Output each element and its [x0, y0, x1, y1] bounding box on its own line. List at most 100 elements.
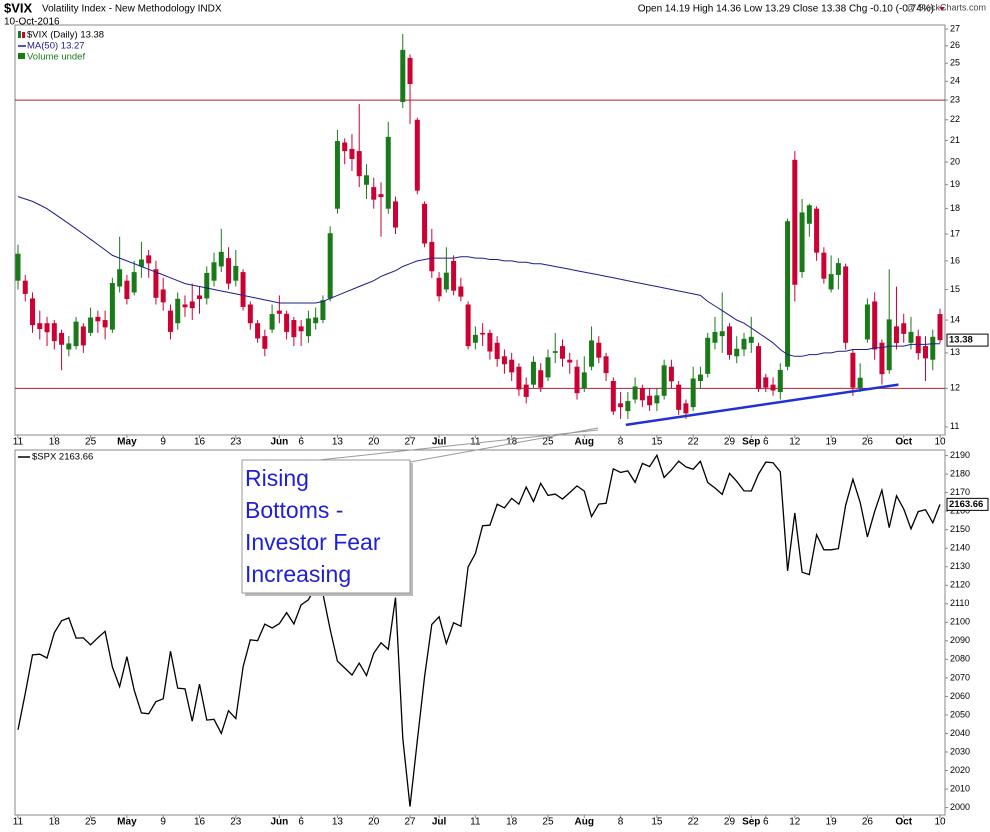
x-tick-label: Oct	[895, 817, 912, 828]
candle-body	[102, 320, 108, 328]
candle-body	[705, 337, 711, 374]
y-tick-label: 21	[950, 135, 960, 145]
last-value: 2163.66	[946, 497, 989, 511]
candle-body	[182, 304, 188, 308]
x-tick-label: Aug	[575, 437, 594, 448]
candle-body	[138, 259, 144, 267]
x-tick-label: 22	[688, 817, 700, 828]
y-tick-label: 2080	[950, 654, 970, 664]
x-tick-label: Jul	[432, 437, 447, 448]
callout-text: Rising	[245, 465, 309, 491]
x-tick-label: May	[117, 437, 137, 448]
candle-body	[545, 357, 551, 378]
x-tick-label: 20	[368, 437, 380, 448]
candle-body	[88, 317, 94, 333]
candle-body	[175, 298, 181, 324]
x-tick-label: 18	[49, 437, 61, 448]
candle-body	[494, 342, 500, 360]
x-tick-label: 16	[194, 437, 206, 448]
candle-body	[734, 348, 740, 357]
y-tick-label: 22	[950, 114, 960, 124]
candle-body	[850, 352, 856, 388]
candle-body	[552, 351, 558, 353]
candle-body	[777, 369, 783, 393]
candle-body	[451, 260, 457, 291]
trend-line	[625, 383, 899, 427]
candle-body	[908, 331, 914, 343]
legend-label: $VIX (Daily) 13.38	[27, 30, 104, 41]
source: @ StockCharts.com	[906, 2, 986, 12]
candle-body	[843, 266, 849, 343]
candle-body	[73, 321, 79, 347]
chart-title: $VIX	[4, 0, 33, 15]
candle-body	[690, 378, 696, 408]
candle-body	[436, 277, 442, 297]
x-tick-label: Aug	[575, 817, 594, 828]
candle-body	[770, 384, 776, 391]
y-tick-label: 2000	[950, 802, 970, 812]
y-tick-label: 2100	[950, 617, 970, 627]
candle-body	[218, 251, 224, 267]
candle-body	[639, 388, 645, 401]
y-tick-label: 25	[950, 58, 960, 68]
pointer	[299, 429, 599, 463]
candle-body	[255, 323, 261, 339]
candle-body	[327, 233, 333, 299]
x-tick-label: 6	[763, 437, 769, 448]
candle-body	[741, 338, 747, 350]
x-tick-label: 26	[862, 437, 874, 448]
x-tick-label: 6	[298, 817, 304, 828]
candle-body	[610, 381, 616, 412]
candle-body	[429, 241, 435, 272]
candle-body	[574, 366, 580, 394]
candle-body	[893, 326, 899, 344]
y-tick-label: 26	[950, 40, 960, 50]
y-tick-label: 2190	[950, 450, 970, 460]
quote: Open 14.19 High 14.36 Low 13.29 Close 13…	[638, 4, 934, 15]
x-tick-label: 8	[618, 437, 624, 448]
candle-body	[923, 346, 928, 359]
candle-body	[480, 332, 486, 335]
candle-body	[349, 148, 355, 159]
candle-body	[44, 323, 50, 333]
candle-body	[59, 332, 65, 345]
candle-body	[937, 314, 943, 341]
candle-body	[342, 142, 348, 152]
candle-body	[414, 119, 420, 191]
candle-body	[240, 272, 246, 307]
x-tick-label: Sep	[742, 817, 760, 828]
candle-body	[371, 187, 377, 200]
y-tick-label: 2140	[950, 543, 970, 553]
candle-body	[930, 336, 936, 360]
candle-body	[538, 370, 544, 388]
x-tick-label: 11	[470, 817, 481, 828]
candle-body	[567, 359, 573, 363]
candle-body	[886, 319, 892, 371]
x-tick-label: 27	[404, 437, 416, 448]
y-tick-label: 18	[950, 203, 960, 213]
y-tick-label: 2090	[950, 635, 970, 645]
candle-body	[785, 221, 791, 367]
legend-candle	[18, 31, 21, 38]
candle-body	[654, 395, 660, 404]
x-tick-label: 25	[542, 817, 554, 828]
x-tick-label: 6	[298, 437, 304, 448]
candle-body	[66, 343, 72, 350]
candle-body	[30, 298, 36, 326]
y-tick-label: 2180	[950, 468, 970, 478]
x-tick-label: 29	[724, 817, 736, 828]
ma-line	[17, 196, 940, 357]
x-tick-label: 6	[763, 817, 769, 828]
x-tick-label: 9	[160, 817, 166, 828]
candle-body	[763, 377, 769, 388]
candle-body	[530, 361, 536, 385]
y-tick-label: 2040	[950, 728, 970, 738]
candle-body	[407, 57, 413, 85]
candle-body	[109, 283, 115, 330]
legend-candle	[22, 32, 25, 38]
x-tick-label: Jul	[432, 817, 447, 828]
last-value-box	[946, 333, 989, 347]
date: 10-Oct-2016	[4, 17, 60, 28]
candle-body	[683, 403, 689, 414]
candle-body	[284, 313, 290, 332]
